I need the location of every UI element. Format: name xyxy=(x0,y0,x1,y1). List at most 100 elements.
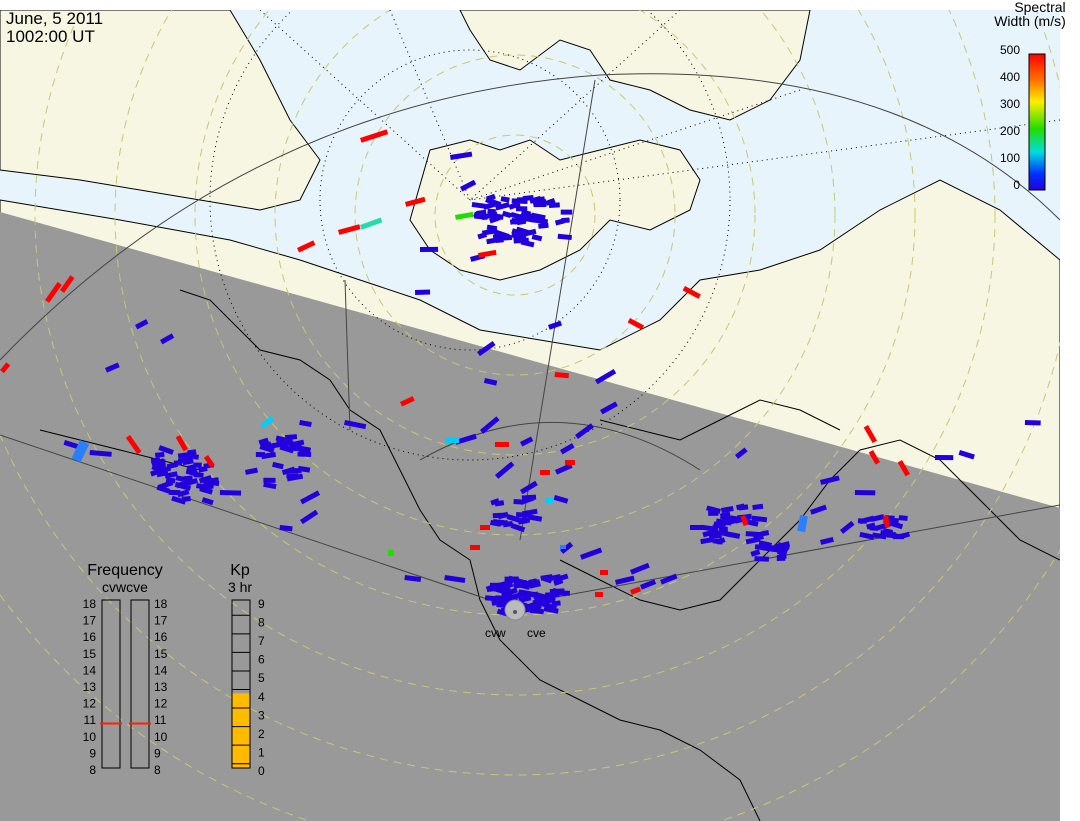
radar-cell xyxy=(554,218,565,226)
radar-cell xyxy=(259,444,275,454)
radar-cell xyxy=(420,246,439,252)
radar-cell xyxy=(530,212,546,221)
radar-cell xyxy=(863,424,877,444)
radar-cell xyxy=(495,595,508,601)
radar-cell xyxy=(299,420,312,428)
colorbar-tick-label: 300 xyxy=(1000,97,1020,111)
radar-cell xyxy=(508,201,521,210)
radar-cell xyxy=(297,451,312,458)
frequency-tick-label-right: 16 xyxy=(154,630,168,644)
radar-cell xyxy=(725,517,738,526)
radar-cell xyxy=(480,525,490,530)
radar-cell xyxy=(560,545,566,549)
radar-cell xyxy=(580,547,603,560)
radar-cell xyxy=(872,532,887,540)
radar-cell xyxy=(203,454,215,468)
radar-cell xyxy=(360,217,383,230)
radar-cell xyxy=(183,475,193,482)
radar-cell xyxy=(520,239,535,248)
frequency-bar-cve xyxy=(130,599,150,769)
radar-cell xyxy=(560,209,573,215)
radar-cell xyxy=(754,556,770,562)
radar-cell xyxy=(540,470,550,475)
radar-cell xyxy=(175,475,185,482)
radar-cell xyxy=(450,151,473,160)
radar-cell xyxy=(510,523,526,533)
radar-cell xyxy=(483,378,498,386)
radar-cell xyxy=(640,579,657,590)
radar-cell xyxy=(629,586,642,595)
radar-cell xyxy=(482,201,496,210)
radar-cell xyxy=(516,206,528,212)
radar-cell xyxy=(545,197,556,206)
frequency-tick-label-left: 16 xyxy=(83,630,97,644)
radar-cell xyxy=(627,318,645,330)
radar-cell xyxy=(495,461,515,479)
radar-cell xyxy=(689,525,703,531)
radar-cell xyxy=(520,480,538,495)
kp-title: Kp xyxy=(230,562,250,579)
radar-cell xyxy=(294,439,305,447)
radar-cell xyxy=(553,578,564,586)
radar-cell xyxy=(859,515,875,525)
radar-cell xyxy=(595,368,617,385)
arctic-islands-landmass xyxy=(409,139,701,281)
radar-cell xyxy=(738,504,749,511)
radar-cell xyxy=(156,465,172,475)
radar-cell xyxy=(859,531,875,540)
field-of-view-outlines xyxy=(0,73,1060,601)
frequency-tick-label-left: 14 xyxy=(83,663,97,677)
colorbar-title-line2: Width (m/s) xyxy=(994,13,1066,29)
radar-cell xyxy=(716,537,726,545)
frequency-tick-label-right: 18 xyxy=(154,597,168,611)
radar-cell xyxy=(286,473,299,479)
radar-cell xyxy=(754,544,764,551)
radar-cell xyxy=(555,463,573,475)
radar-cell xyxy=(820,536,834,545)
radar-cell xyxy=(279,444,295,454)
radar-cell xyxy=(414,289,431,295)
radar-cell xyxy=(776,553,787,560)
radar-cell xyxy=(660,573,678,585)
radar-cell xyxy=(518,595,532,603)
radar-cell xyxy=(746,519,759,527)
radar-cell xyxy=(529,195,542,204)
radar-cell xyxy=(708,510,719,516)
radar-cell xyxy=(486,193,496,202)
radar-cell xyxy=(766,544,782,552)
radar-cell xyxy=(819,475,840,485)
radar-cell xyxy=(476,341,496,357)
kp-tick-label: 2 xyxy=(258,727,265,741)
radar-cell xyxy=(495,442,509,447)
radar-cell xyxy=(455,433,477,445)
radar-cell xyxy=(560,443,575,455)
kp-tick-label: 0 xyxy=(258,764,265,778)
radar-cell xyxy=(615,575,635,585)
radar-cell xyxy=(272,461,284,470)
radar-cell xyxy=(565,460,575,465)
colorbar-tick-label: 0 xyxy=(1013,178,1020,192)
radar-cell xyxy=(682,286,701,299)
radar-cell xyxy=(542,576,553,584)
radar-cell xyxy=(489,215,501,224)
radar-cell xyxy=(255,451,266,458)
radar-cell xyxy=(165,477,176,484)
colorbar-title-line1: Spectral xyxy=(1014,0,1065,15)
magnetic-grid xyxy=(209,10,1060,461)
radar-cell xyxy=(630,562,650,575)
radar-cell xyxy=(135,319,149,330)
radar-cell xyxy=(201,497,214,506)
radar-cell xyxy=(702,528,720,538)
kp-tick-label: 8 xyxy=(258,616,265,630)
radar-cell xyxy=(600,570,608,575)
frequency-tick-label-right: 10 xyxy=(154,730,168,744)
radar-cell xyxy=(532,198,547,207)
kp-tick-label: 4 xyxy=(258,690,265,704)
radar-cell xyxy=(158,445,174,455)
radar-cell xyxy=(595,592,603,597)
radar-cell xyxy=(745,531,760,538)
frequency-tick-label-left: 18 xyxy=(83,597,97,611)
right-margin xyxy=(1060,0,1080,821)
